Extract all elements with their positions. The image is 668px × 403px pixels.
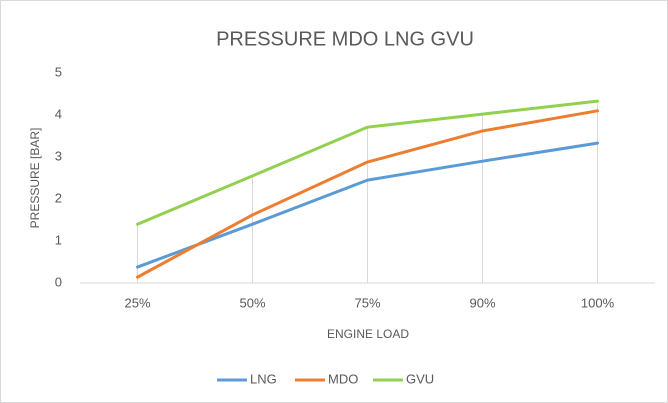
series-line [136, 109, 599, 279]
x-tick-label: 25% [124, 295, 150, 310]
x-tick-label: 75% [354, 295, 380, 310]
y-axis-label: PRESSURE [BAR] [28, 128, 42, 229]
chart-title: PRESSURE MDO LNG GVU [216, 28, 474, 50]
y-tick-label: 3 [55, 148, 62, 163]
y-tick-label: 1 [55, 232, 62, 247]
legend-label: MDO [328, 371, 358, 386]
y-tick-label: 5 [55, 64, 62, 79]
y-tick-label: 0 [55, 274, 62, 289]
legend-label: LNG [250, 371, 277, 386]
x-axis-label: ENGINE LOAD [327, 327, 409, 341]
legend-label: GVU [406, 371, 434, 386]
y-tick-label: 4 [55, 106, 62, 121]
series-line [136, 141, 599, 269]
series-line [136, 99, 599, 226]
x-tick-label: 50% [239, 295, 265, 310]
x-tick-label: 100% [581, 295, 615, 310]
y-tick-label: 2 [55, 190, 62, 205]
x-tick-label: 90% [469, 295, 495, 310]
